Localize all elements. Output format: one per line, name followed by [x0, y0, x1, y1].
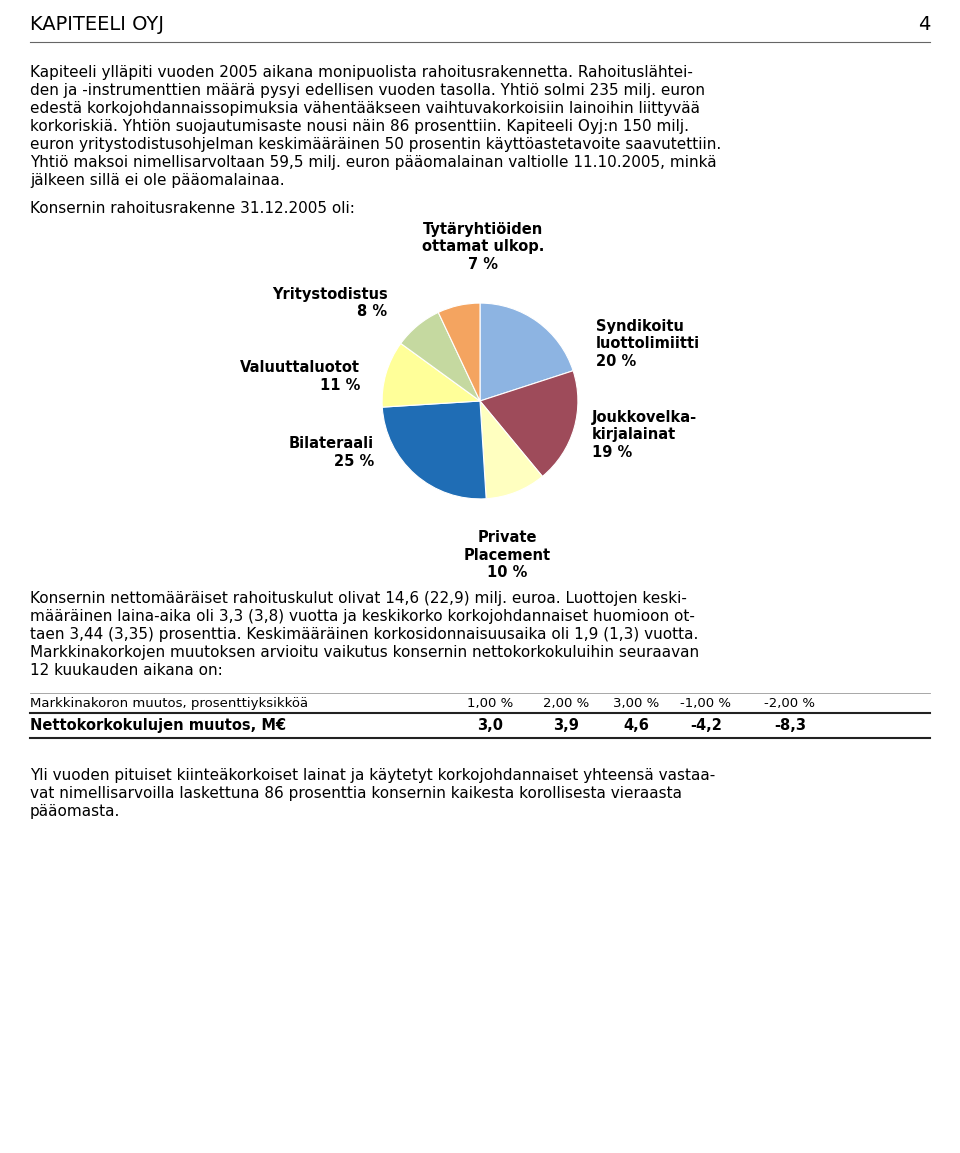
Wedge shape [439, 303, 480, 401]
Text: 12 kuukauden aikana on:: 12 kuukauden aikana on: [30, 663, 223, 678]
Text: -1,00 %: -1,00 % [681, 698, 732, 710]
Text: vat nimellisarvoilla laskettuna 86 prosenttia konsernin kaikesta korollisesta vi: vat nimellisarvoilla laskettuna 86 prose… [30, 786, 682, 801]
Wedge shape [382, 344, 480, 407]
Wedge shape [400, 312, 480, 401]
Text: Private
Placement
10 %: Private Placement 10 % [464, 530, 551, 580]
Wedge shape [480, 303, 573, 401]
Text: Joukkovelka-
kirjalainat
19 %: Joukkovelka- kirjalainat 19 % [591, 410, 697, 460]
Text: 4,6: 4,6 [623, 718, 649, 733]
Text: edestä korkojohdannaissopimuksia vähentääkseen vaihtuvakorkoisiin lainoihin liit: edestä korkojohdannaissopimuksia vähentä… [30, 101, 700, 116]
Text: Yritystodistus
8 %: Yritystodistus 8 % [272, 287, 388, 319]
Text: jälkeen sillä ei ole pääomalainaa.: jälkeen sillä ei ole pääomalainaa. [30, 173, 284, 188]
Text: -4,2: -4,2 [690, 718, 722, 733]
Text: korkoriskiä. Yhtiön suojautumisaste nousi näin 86 prosenttiin. Kapiteeli Oyj:n 1: korkoriskiä. Yhtiön suojautumisaste nous… [30, 119, 689, 134]
Text: -2,00 %: -2,00 % [764, 698, 815, 710]
Text: Syndikoitu
luottolimiitti
20 %: Syndikoitu luottolimiitti 20 % [595, 319, 700, 369]
Text: Markkinakorkojen muutoksen arvioitu vaikutus konsernin nettokorkokuluihin seuraa: Markkinakorkojen muutoksen arvioitu vaik… [30, 645, 699, 660]
Wedge shape [382, 401, 486, 499]
Text: Yli vuoden pituiset kiinteäkorkoiset lainat ja käytetyt korkojohdannaiset yhteen: Yli vuoden pituiset kiinteäkorkoiset lai… [30, 768, 715, 783]
Text: Yhtiö maksoi nimellisarvoltaan 59,5 milj. euron pääomalainan valtiolle 11.10.200: Yhtiö maksoi nimellisarvoltaan 59,5 milj… [30, 155, 716, 169]
Text: 4: 4 [918, 15, 930, 33]
Text: -8,3: -8,3 [774, 718, 806, 733]
Text: Valuuttaluotot
11 %: Valuuttaluotot 11 % [240, 361, 360, 393]
Text: Konsernin rahoitusrakenne 31.12.2005 oli:: Konsernin rahoitusrakenne 31.12.2005 oli… [30, 201, 355, 216]
Text: Nettokorkokulujen muutos, M€: Nettokorkokulujen muutos, M€ [30, 718, 286, 733]
Wedge shape [480, 371, 578, 476]
Text: Bilateraali
25 %: Bilateraali 25 % [289, 437, 373, 469]
Text: euron yritystodistusohjelman keskimääräinen 50 prosentin käyttöastetavoite saavu: euron yritystodistusohjelman keskimääräi… [30, 137, 721, 152]
Text: Tytäryhtiöiden
ottamat ulkop.
7 %: Tytäryhtiöiden ottamat ulkop. 7 % [421, 223, 544, 272]
Text: taen 3,44 (3,35) prosenttia. Keskimääräinen korkosidonnaisuusaika oli 1,9 (1,3) : taen 3,44 (3,35) prosenttia. Keskimääräi… [30, 627, 698, 642]
Text: den ja -instrumenttien määrä pysyi edellisen vuoden tasolla. Yhtiö solmi 235 mil: den ja -instrumenttien määrä pysyi edell… [30, 83, 705, 98]
Text: 2,00 %: 2,00 % [542, 698, 589, 710]
Text: 3,0: 3,0 [477, 718, 503, 733]
Text: Kapiteeli ylläpiti vuoden 2005 aikana monipuolista rahoitusrakennetta. Rahoitusl: Kapiteeli ylläpiti vuoden 2005 aikana mo… [30, 65, 693, 80]
Text: 3,00 %: 3,00 % [612, 698, 660, 710]
Text: pääomasta.: pääomasta. [30, 804, 120, 819]
Text: KAPITEELI OYJ: KAPITEELI OYJ [30, 15, 164, 33]
Wedge shape [480, 401, 542, 499]
Text: Konsernin nettomääräiset rahoituskulut olivat 14,6 (22,9) milj. euroa. Luottojen: Konsernin nettomääräiset rahoituskulut o… [30, 591, 686, 606]
Text: 3,9: 3,9 [553, 718, 579, 733]
Text: 1,00 %: 1,00 % [467, 698, 514, 710]
Text: määräinen laina-aika oli 3,3 (3,8) vuotta ja keskikorko korkojohdannaiset huomio: määräinen laina-aika oli 3,3 (3,8) vuott… [30, 609, 695, 624]
Text: Markkinakoron muutos, prosenttiyksikköä: Markkinakoron muutos, prosenttiyksikköä [30, 698, 308, 710]
